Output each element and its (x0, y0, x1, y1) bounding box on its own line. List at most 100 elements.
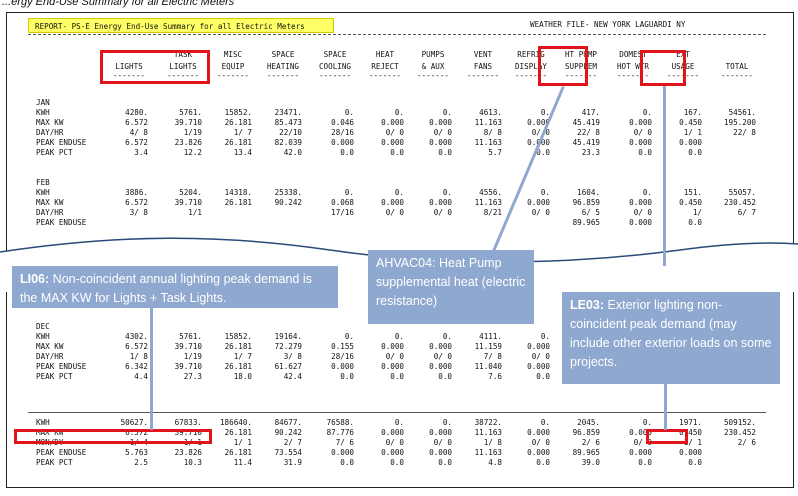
table-cell: 1/ 1 (233, 438, 252, 447)
table-cell: 0/ 0 (385, 352, 404, 361)
table-cell: 61.627 (274, 362, 302, 371)
table-cell: 2045. (577, 418, 600, 427)
ext-maxkw-box (646, 429, 688, 444)
table-cell: 0.0 (340, 458, 354, 467)
table-cell: 11.4 (233, 458, 252, 467)
callout-le03-text: Exterior lighting non-coincident peak de… (570, 298, 772, 369)
ht-pump-header-box (538, 46, 588, 86)
table-cell: 0. (394, 332, 404, 341)
table-cell: 1/ 1 (683, 438, 702, 447)
row-label: PEAK PCT (36, 372, 73, 381)
table-cell: 0.0 (688, 218, 702, 227)
table-cell: 0.000 (629, 118, 652, 127)
table-cell: 0.0 (438, 372, 452, 381)
table-cell: 1/ 7 (233, 128, 252, 137)
table-cell: 1/ 7 (233, 352, 252, 361)
table-cell: 39.710 (174, 428, 202, 437)
table-cell: 0.0 (536, 148, 550, 157)
table-cell: 1/ 1 (683, 128, 702, 137)
table-cell: 4111. (479, 332, 502, 341)
table-cell: 8/21 (483, 208, 502, 217)
table-cell: 45.419 (572, 118, 600, 127)
table-cell: 0/ 0 (531, 352, 550, 361)
table-cell: 0/ 0 (433, 208, 452, 217)
table-cell: 5.7 (488, 148, 502, 157)
table-cell: 39.710 (174, 342, 202, 351)
table-cell: 11.163 (474, 198, 502, 207)
table-cell: 186640. (219, 418, 252, 427)
table-cell: 0. (642, 418, 652, 427)
table-cell: 54561. (728, 108, 756, 117)
table-cell: 0.000 (679, 138, 702, 147)
row-label: PEAK PCT (36, 148, 73, 157)
row-label: MAX KW (36, 342, 64, 351)
table-cell: 4.4 (134, 372, 148, 381)
row-label: PEAK ENDUSE (36, 138, 87, 147)
table-cell: 4302. (125, 332, 148, 341)
table-cell: 2.5 (134, 458, 148, 467)
row-label: KWH (36, 332, 50, 341)
table-cell: 42.0 (283, 148, 302, 157)
table-cell: 6.342 (125, 362, 148, 371)
table-cell: 11.163 (474, 428, 502, 437)
table-cell: 7/ 8 (483, 352, 502, 361)
column-header: FANS (473, 62, 493, 71)
table-cell: 26.181 (224, 342, 252, 351)
row-label: KWH (36, 418, 50, 427)
column-header: TOTAL (725, 62, 749, 71)
table-cell: 0.000 (429, 428, 452, 437)
table-cell: 0/ 0 (633, 208, 652, 217)
table-cell: 0.000 (429, 118, 452, 127)
table-cell: 0/ 0 (385, 438, 404, 447)
table-cell: 22/10 (279, 128, 302, 137)
column-header-rule: ------- (666, 71, 699, 80)
table-cell: 50627. (120, 418, 148, 427)
table-cell: 2/ 6 (581, 438, 600, 447)
column-header-rule: ------- (514, 71, 547, 80)
table-cell: 0.000 (381, 118, 404, 127)
table-cell: 15852. (224, 108, 252, 117)
table-cell: 0.000 (629, 218, 652, 227)
table-cell: 6/ 7 (737, 208, 756, 217)
table-cell: 22/ 8 (577, 128, 600, 137)
table-cell: 17/16 (331, 208, 354, 217)
table-cell: 11.040 (474, 362, 502, 371)
callout-le03: LE03: Exterior lighting non-coincident p… (562, 292, 780, 384)
table-cell: 0.000 (381, 198, 404, 207)
table-cell: 167. (683, 108, 702, 117)
table-cell: 0.000 (527, 198, 550, 207)
table-cell: 195.200 (723, 118, 756, 127)
table-cell: 0.0 (438, 458, 452, 467)
callout-li06-tag: LI06: (20, 272, 50, 286)
row-label: MAX KW (36, 428, 64, 437)
column-header-rule: ------- (466, 71, 499, 80)
table-cell: 0.0 (688, 458, 702, 467)
column-header-top: VENT (473, 50, 493, 59)
table-cell: 22/ 8 (733, 128, 756, 137)
column-header: REJECT (371, 62, 399, 71)
table-cell: 0.0 (390, 458, 404, 467)
column-header: & AUX (421, 62, 445, 71)
table-cell: 0.000 (527, 342, 550, 351)
column-header-rule: ------- (616, 71, 649, 80)
table-cell: 39.710 (174, 118, 202, 127)
column-header-rule: ------- (720, 71, 753, 80)
column-header-top: DOMEST (619, 50, 647, 59)
table-cell: 0.0 (340, 372, 354, 381)
table-cell: 0.068 (331, 198, 354, 207)
table-cell: 4280. (125, 108, 148, 117)
table-cell: 39.710 (174, 362, 202, 371)
table-cell: 7.6 (488, 372, 502, 381)
table-cell: 0. (442, 188, 452, 197)
table-cell: 0.450 (679, 428, 702, 437)
column-header-top: REFRIG (517, 50, 545, 59)
table-cell: 1/1 (188, 208, 202, 217)
table-cell: 85.473 (274, 118, 302, 127)
table-cell: 90.242 (274, 428, 302, 437)
row-label: PEAK ENDUSE (36, 448, 87, 457)
table-cell: 0. (642, 188, 652, 197)
table-cell: 11.163 (474, 118, 502, 127)
table-cell: 0. (344, 188, 354, 197)
table-cell: 5204. (179, 188, 202, 197)
table-cell: 12.2 (183, 148, 202, 157)
